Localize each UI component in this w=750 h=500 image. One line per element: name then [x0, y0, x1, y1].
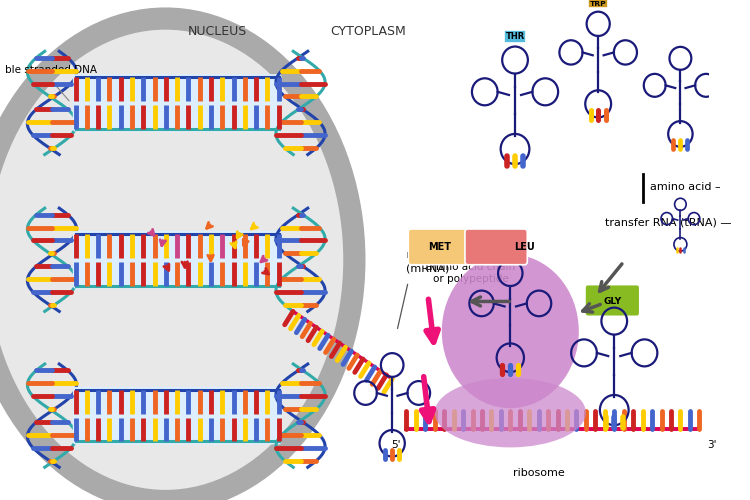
FancyBboxPatch shape — [73, 231, 281, 288]
Text: CYTOPLASM: CYTOPLASM — [331, 26, 406, 38]
FancyBboxPatch shape — [73, 387, 281, 444]
Ellipse shape — [435, 378, 586, 448]
Text: (mRNA): (mRNA) — [406, 264, 450, 274]
Text: LEU: LEU — [514, 242, 535, 252]
Text: 3': 3' — [706, 440, 716, 450]
Text: NUCLEUS: NUCLEUS — [188, 26, 247, 38]
Text: 5': 5' — [392, 440, 400, 450]
FancyBboxPatch shape — [408, 229, 470, 264]
Text: or polypeptide: or polypeptide — [433, 274, 508, 283]
Text: ribosome: ribosome — [513, 468, 565, 478]
Text: MET: MET — [428, 242, 451, 252]
FancyBboxPatch shape — [585, 284, 640, 316]
Text: TRP: TRP — [590, 0, 607, 6]
Text: transfer RNA (tRNA) —: transfer RNA (tRNA) — — [604, 217, 731, 227]
FancyBboxPatch shape — [465, 229, 527, 264]
Text: GLY: GLY — [603, 297, 622, 306]
Text: amino acid chain: amino acid chain — [426, 262, 515, 272]
Text: ble stranded DNA: ble stranded DNA — [4, 65, 97, 75]
Text: messenger RNA: messenger RNA — [406, 250, 496, 260]
Text: THR: THR — [506, 32, 525, 41]
FancyBboxPatch shape — [73, 74, 281, 132]
Ellipse shape — [442, 254, 579, 408]
Ellipse shape — [0, 18, 354, 500]
Text: amino acid –: amino acid – — [650, 182, 721, 192]
